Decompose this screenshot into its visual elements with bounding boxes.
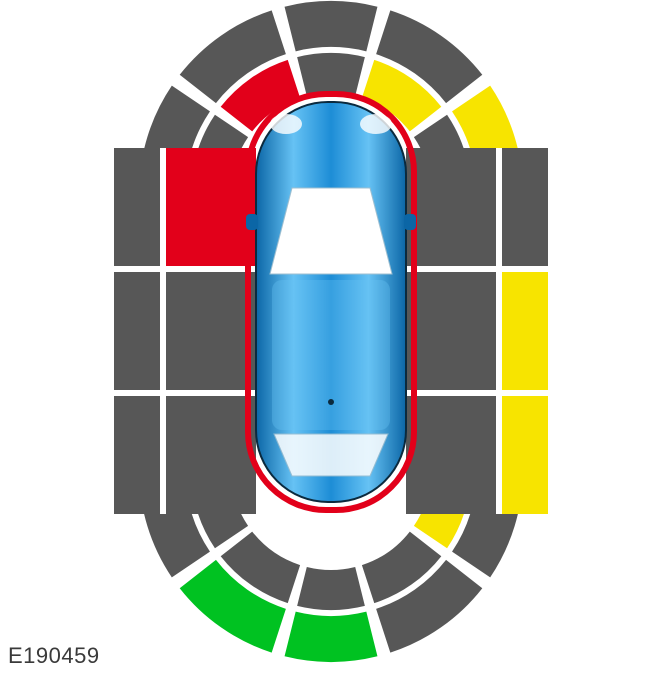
car-icon — [246, 102, 416, 502]
diagram-svg — [0, 0, 662, 681]
image-id-caption: E190459 — [8, 643, 100, 669]
parking-sensor-diagram: E190459 — [0, 0, 662, 681]
